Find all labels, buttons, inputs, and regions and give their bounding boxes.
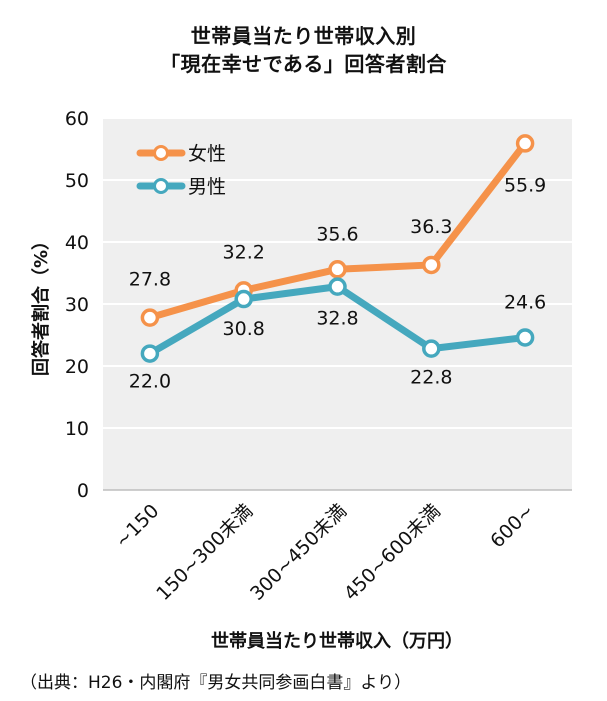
data-point — [328, 277, 347, 296]
y-tick-label: 60 — [65, 108, 89, 130]
x-tick-label: 600~ — [486, 500, 538, 552]
data-label: 27.8 — [129, 269, 171, 291]
data-label: 36.3 — [410, 216, 452, 238]
y-tick-label: 40 — [65, 232, 89, 254]
y-tick-label: 10 — [65, 418, 89, 440]
x-tick-label: 450~600未満 — [340, 500, 445, 605]
data-point — [234, 289, 253, 309]
x-tick-label: ~150 — [111, 500, 163, 552]
chart-title-line2: 「現在幸せである」回答者割合 — [160, 52, 447, 76]
data-label: 30.8 — [223, 318, 265, 340]
x-axis-title: 世帯員当たり世帯収入（万円） — [211, 630, 463, 652]
data-label: 32.2 — [223, 241, 265, 263]
legend-marker — [153, 145, 169, 161]
data-label: 32.8 — [316, 308, 358, 330]
data-point — [328, 260, 347, 279]
data-label: 35.6 — [316, 223, 358, 245]
data-label: 24.6 — [504, 291, 546, 313]
data-point — [515, 328, 535, 347]
legend-marker — [153, 178, 169, 194]
data-point — [515, 134, 535, 153]
data-point — [422, 255, 441, 275]
x-tick-label: 150~300未満 — [152, 500, 257, 605]
data-label: 22.8 — [410, 367, 452, 389]
chart-title-line1: 世帯員当たり世帯収入別 — [190, 24, 417, 48]
y-tick-label: 0 — [77, 480, 89, 502]
y-tick-label: 50 — [65, 170, 89, 192]
y-tick-label: 20 — [65, 356, 89, 378]
data-point — [140, 344, 160, 363]
data-label: 22.0 — [129, 371, 171, 393]
y-tick-label: 30 — [65, 294, 89, 316]
y-axis-title: 回答者割合（%） — [30, 232, 52, 376]
legend-label: 男性 — [188, 176, 226, 198]
legend-label: 女性 — [188, 143, 226, 165]
x-tick-label: 300~450未満 — [246, 500, 351, 605]
data-label: 55.9 — [504, 174, 546, 196]
source-note: （出典：H26・内閣府『男女共同参画白書』より） — [20, 673, 412, 693]
data-point — [422, 339, 441, 358]
data-point — [140, 308, 160, 327]
